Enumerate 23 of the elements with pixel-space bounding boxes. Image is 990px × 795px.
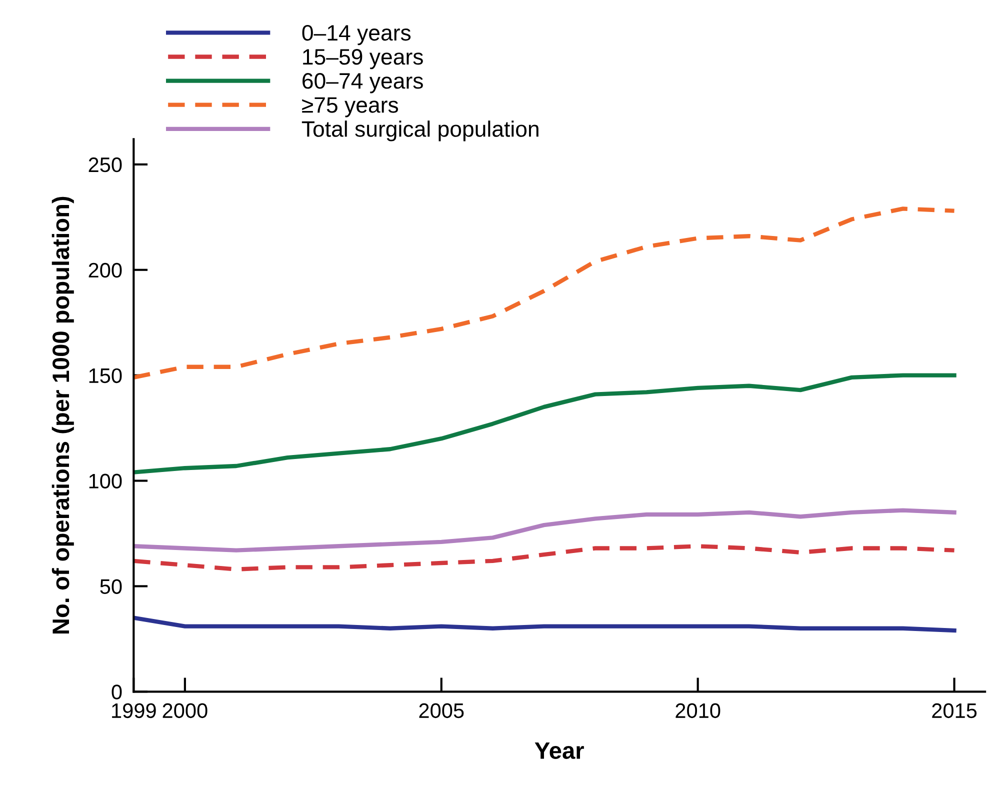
- y-tick-label: 0: [112, 684, 122, 700]
- y-axis-title: No. of operations (per 1000 population): [52, 196, 74, 634]
- y-tick-label: 200: [88, 262, 122, 278]
- legend-label: 60–74 years: [302, 73, 423, 94]
- x-tick-label: 2005: [419, 703, 464, 718]
- legend-label: 15–59 years: [303, 49, 423, 70]
- x-tick-label: 2015: [932, 703, 977, 718]
- legend-label: 0–14 years: [302, 24, 411, 46]
- legend-label: ≥75 years: [302, 97, 398, 118]
- line-series: [134, 544, 956, 572]
- y-tick-label: 100: [89, 474, 122, 489]
- legend-label: Total surgical population: [302, 120, 538, 142]
- y-tick-label: 50: [100, 579, 122, 594]
- y-tick-label: 250: [88, 157, 122, 172]
- x-tick-label: 2000: [162, 703, 208, 718]
- line-series: [134, 616, 956, 633]
- line-series: [134, 508, 956, 552]
- y-tick-label: 150: [89, 368, 122, 384]
- x-axis-title: Year: [534, 742, 584, 759]
- line-series: [134, 373, 956, 474]
- x-tick-label: 1999: [112, 703, 156, 718]
- line-series: [134, 206, 956, 380]
- x-tick-label: 2010: [676, 703, 720, 718]
